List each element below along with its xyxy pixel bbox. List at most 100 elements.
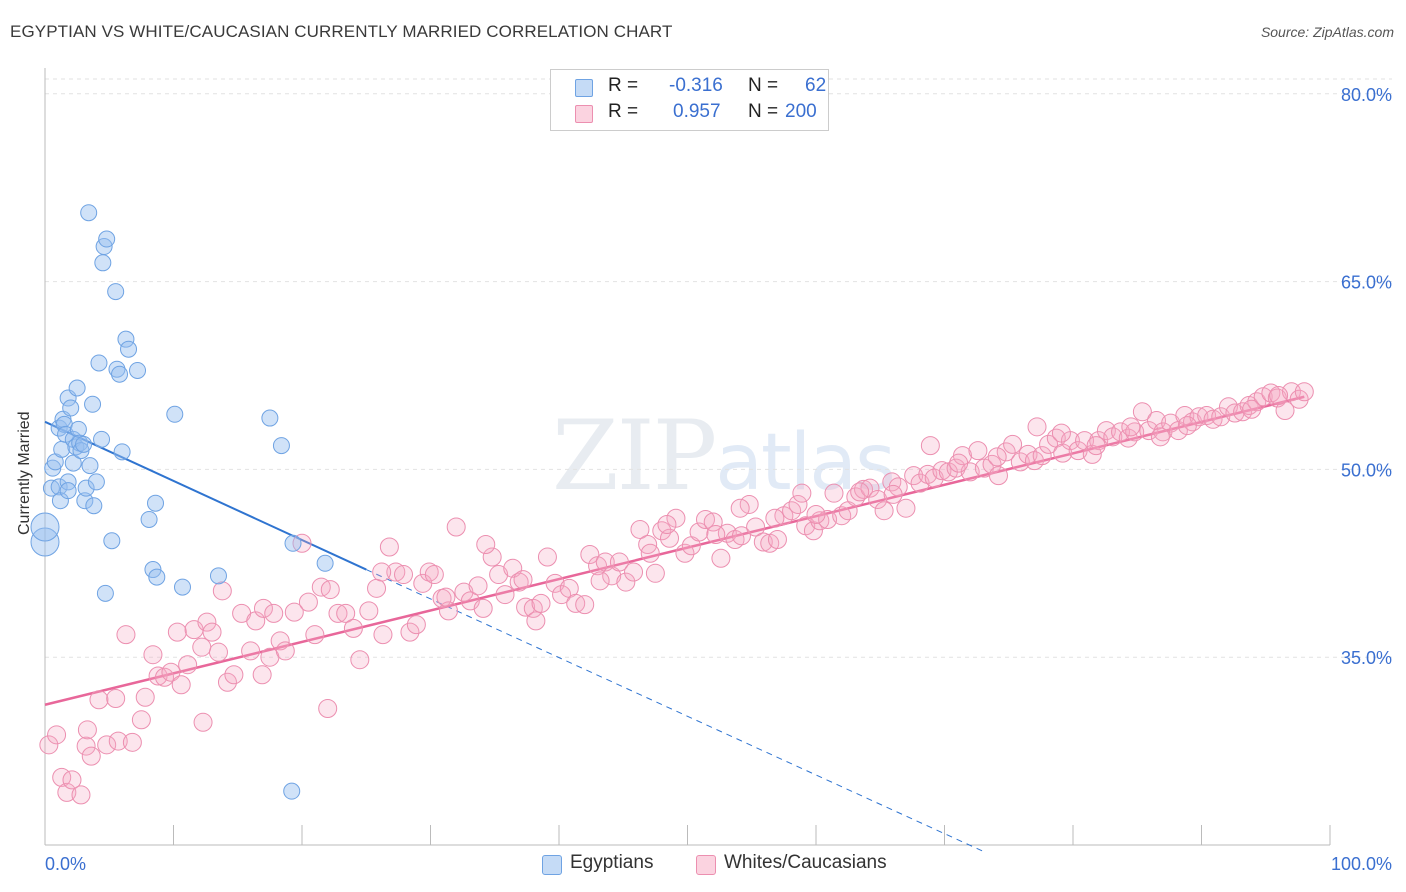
legend-swatch-whites (696, 855, 716, 875)
whites-point (318, 699, 338, 719)
egyptians-point (96, 584, 114, 602)
r-label: R = (608, 75, 639, 96)
whites-point (824, 483, 844, 503)
whites-point (590, 571, 610, 591)
whites-point (320, 580, 340, 600)
whites-point (689, 522, 709, 542)
whites-point (108, 731, 128, 751)
whites-point (192, 637, 212, 657)
whites-point (264, 603, 284, 623)
whites-point (1294, 382, 1314, 402)
whites-point (575, 595, 595, 615)
whites-point (253, 598, 273, 618)
egyptians-point (261, 409, 279, 427)
whites-point (71, 785, 91, 805)
whites-point (76, 736, 96, 756)
whites-point (1177, 416, 1197, 436)
whites-point (731, 526, 751, 546)
whites-point (988, 466, 1008, 486)
whites-point (918, 464, 938, 484)
whites-point (616, 572, 636, 592)
whites-point (946, 458, 966, 478)
whites-point (270, 631, 290, 651)
whites-point (711, 548, 731, 568)
y-tick-label: 65.0% (1341, 273, 1392, 293)
whites-point (725, 530, 745, 550)
whites-point (624, 562, 644, 582)
whites-point (630, 519, 650, 539)
whites-point (1150, 427, 1170, 447)
x-tick-label: 0.0% (45, 854, 86, 874)
watermark-zip: ZIP (552, 400, 717, 512)
legend-label-egyptians: Egyptians (570, 852, 654, 873)
n-value: 62 (805, 75, 827, 96)
whites-point (62, 770, 82, 790)
whites-point (336, 603, 356, 623)
egyptians-point (173, 578, 191, 596)
egyptians-point (30, 512, 60, 542)
whites-point (148, 666, 168, 686)
grid-lines (45, 78, 1392, 658)
whites-point (367, 578, 387, 598)
whites-point (580, 545, 600, 565)
egyptians-point (59, 473, 77, 491)
whites-point (883, 484, 903, 504)
whites-point (531, 593, 551, 613)
whites-point (359, 601, 379, 621)
whites-point (788, 494, 808, 514)
egyptians-point (140, 510, 158, 528)
whites-point (1111, 422, 1131, 442)
egyptians-point (129, 361, 147, 379)
whites-point (135, 687, 155, 707)
whites-point (495, 585, 515, 605)
egyptians-point (98, 230, 116, 248)
egyptians-point (113, 443, 131, 461)
egyptians-point (94, 254, 112, 272)
egyptians-point (85, 497, 103, 515)
egyptians-point (117, 330, 135, 348)
whites-point (473, 598, 493, 618)
whites-point (436, 587, 456, 607)
whites-point (1051, 423, 1071, 443)
whites-point (97, 735, 117, 755)
whites-point (645, 563, 665, 583)
chart-title: EGYPTIAN VS WHITE/CAUCASIAN CURRENTLY MA… (10, 22, 673, 41)
whites-point (1086, 436, 1106, 456)
whites-point (1139, 421, 1159, 441)
egyptians-point (75, 435, 93, 453)
egyptians-point (76, 492, 94, 510)
whites-point (846, 487, 866, 507)
whites-point (1089, 431, 1109, 451)
whites-point (372, 562, 392, 582)
egyptians-point (103, 532, 121, 550)
egyptians-point (81, 457, 99, 475)
whites-point (167, 622, 187, 642)
egyptians-point (111, 365, 129, 383)
legend-label-whites: Whites/Caucasians (724, 852, 887, 873)
source-credit: Source: ZipAtlas.com (1260, 24, 1394, 40)
egyptians-point (93, 430, 111, 448)
egyptians-point (50, 478, 68, 496)
whites-point (1121, 417, 1141, 437)
whites-point (968, 441, 988, 461)
whites-point (468, 576, 488, 596)
whites-point (695, 509, 715, 529)
whites-point (703, 512, 723, 532)
whites-point (178, 655, 198, 675)
egyptians-point (90, 354, 108, 372)
x-tick-label: 100.0% (1331, 854, 1392, 874)
egyptians-point (283, 782, 301, 800)
whites-point (996, 442, 1016, 462)
whites-point (1027, 417, 1047, 437)
whites-point (818, 509, 838, 529)
n-label: N = (748, 75, 779, 96)
whites-point (217, 672, 237, 692)
egyptians-point (62, 399, 80, 417)
whites-point (57, 782, 77, 802)
legend-swatch-egyptians (542, 855, 562, 875)
egyptians-point (87, 473, 105, 491)
whites-point (47, 725, 67, 745)
whites-point (609, 552, 629, 572)
whites-point (252, 665, 272, 685)
whites-point (767, 530, 787, 550)
